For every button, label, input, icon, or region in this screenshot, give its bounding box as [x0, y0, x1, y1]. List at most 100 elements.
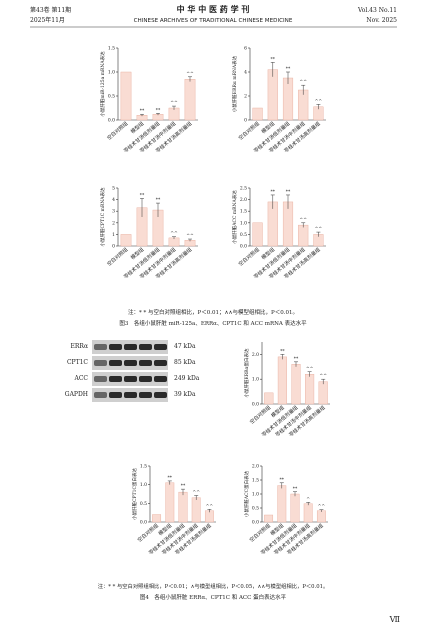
bar [298, 224, 309, 247]
y-tick-label: 6 [244, 46, 247, 52]
y-tick-label: 1.5 [240, 209, 247, 215]
y-tick-label: 5 [112, 186, 115, 192]
month: Nov. 2025 [366, 17, 397, 24]
y-tick-label: 1.5 [140, 464, 147, 470]
significance-mark: ** [280, 477, 285, 483]
significance-mark: ^^ [306, 365, 314, 372]
blot-band [154, 392, 167, 398]
blot-band [154, 344, 167, 350]
significance-mark: ^^ [299, 216, 307, 223]
significance-mark: ^^ [170, 99, 178, 106]
y-axis-label: 小鼠肝脏ERRα蛋白表达 [243, 348, 250, 398]
y-tick-label: 0.0 [240, 244, 247, 250]
significance-mark: ^^ [186, 232, 194, 239]
bar-chart: 0.00.51.01.5小鼠肝脏CPT1C蛋白表达空白对照组**模型组**苓桂术… [131, 464, 216, 556]
significance-mark: ^^ [319, 372, 327, 379]
significance-mark: ^^ [206, 502, 214, 509]
bar [165, 482, 175, 523]
protein-label: ERRα [71, 343, 88, 350]
y-tick-label: 2.0 [252, 464, 259, 470]
blot-band [94, 344, 107, 350]
significance-mark: ** [140, 108, 145, 114]
significance-mark: ** [280, 348, 285, 354]
bar [277, 485, 287, 523]
bar [282, 77, 294, 121]
bar [277, 356, 287, 405]
bar [305, 374, 315, 405]
significance-mark: ** [271, 189, 276, 195]
y-tick-label: 2.0 [240, 197, 247, 203]
blot-band [139, 376, 152, 382]
y-axis-label: 小鼠肝脏ERRα mRNA表达 [231, 55, 238, 112]
figure-note: 注：* * 与空白对照组相比，P＜0.01；∧∧与模型组相比，P＜0.01。 [128, 308, 298, 316]
y-tick-label: 1 [112, 232, 115, 238]
significance-mark: ** [156, 197, 161, 203]
y-tick-label: 1.5 [108, 46, 115, 52]
significance-mark: ^ [306, 495, 310, 502]
y-tick-label: 1.0 [140, 482, 147, 488]
y-axis-label: 小鼠肝脏ACC蛋白表达 [243, 470, 250, 517]
significance-mark: ^^ [192, 488, 200, 495]
y-tick-label: 1.0 [240, 220, 247, 226]
significance-mark: ** [140, 192, 145, 198]
y-tick-label: 0.0 [252, 402, 259, 408]
y-axis-label: 小鼠肝脏CPT1C蛋白表达 [131, 468, 138, 520]
y-tick-label: 1.5 [252, 478, 259, 484]
y-tick-label: 0.0 [108, 118, 115, 124]
significance-mark: ** [294, 356, 299, 362]
y-tick-label: 0.5 [140, 501, 147, 507]
bar [191, 497, 201, 523]
bar [252, 222, 263, 247]
blot-band [109, 360, 122, 366]
bar [291, 364, 301, 405]
bar [264, 392, 274, 405]
bar [120, 234, 132, 247]
y-tick-label: 4 [244, 70, 247, 76]
y-tick-label: 2.5 [240, 186, 247, 192]
blot-band [139, 392, 152, 398]
bar [184, 78, 196, 121]
y-tick-label: 2.0 [252, 352, 259, 358]
significance-mark: ^^ [315, 97, 323, 104]
bar [152, 514, 162, 523]
blot-band [94, 376, 107, 382]
bar [264, 514, 274, 523]
volume: Vol.43 No.11 [357, 7, 397, 14]
significance-mark: ** [168, 475, 173, 481]
significance-mark: ^^ [170, 230, 178, 237]
bar [318, 381, 328, 405]
y-tick-label: 0.5 [240, 232, 247, 238]
bar-chart: 0.01.02.0小鼠肝脏ERRα蛋白表达空白对照组**模型组**苓桂术甘汤低剂… [243, 342, 330, 438]
y-tick-label: 1.0 [108, 70, 115, 76]
bar [120, 71, 132, 121]
y-axis-label: 小鼠肝脏CPT1C mRNA表达 [99, 187, 106, 247]
x-tick-label: 空白对照组 [106, 246, 130, 267]
significance-mark: ^^ [315, 225, 323, 232]
protein-label: GAPDH [65, 391, 88, 398]
bar-chart: 0.00.51.01.52.0小鼠肝脏ACC蛋白表达空白对照组**模型组**苓桂… [243, 464, 328, 556]
significance-mark: ** [293, 486, 298, 492]
blot-band [124, 344, 137, 350]
blot-band [139, 360, 152, 366]
y-tick-label: 0.0 [252, 520, 259, 526]
y-tick-label: 3 [112, 209, 115, 215]
y-tick-label: 0.0 [140, 520, 147, 526]
size-label: 85 kDa [174, 359, 196, 366]
bar [252, 107, 263, 121]
journal-title: 中 华 中 医 药 学 刊 [177, 4, 250, 14]
blot-band [94, 392, 107, 398]
significance-mark: ** [286, 66, 291, 72]
y-tick-label: 1.0 [252, 377, 259, 383]
blot-band [109, 392, 122, 398]
bar [316, 510, 326, 523]
bar [168, 237, 180, 247]
figure-caption: 图3 各组小鼠肝脏 miR-125a、ERRα、CPT1C 和 ACC mRNA… [119, 319, 307, 327]
bar [290, 493, 300, 523]
bar [267, 69, 278, 121]
protein-label: CPT1C [67, 359, 88, 366]
